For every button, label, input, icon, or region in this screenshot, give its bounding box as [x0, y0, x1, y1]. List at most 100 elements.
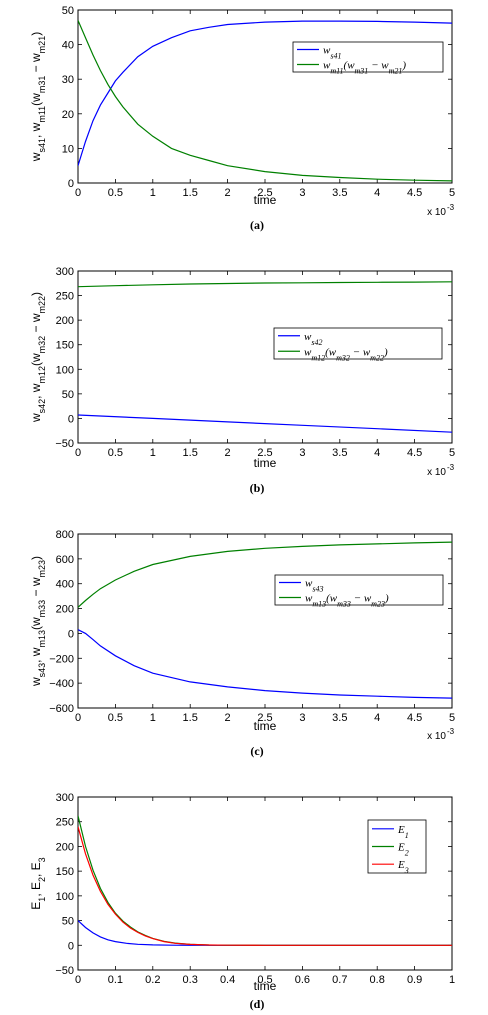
- y-tick-label: 40: [62, 40, 74, 52]
- x-tick-label: 0.4: [220, 974, 235, 986]
- x-tick-label: 0: [75, 447, 81, 459]
- y-axis-label: ws43, wm13(wm33 − wm23): [29, 556, 47, 687]
- x-tick-label: 0: [75, 187, 81, 199]
- label-text: − w: [368, 60, 389, 72]
- label-text: , E: [29, 882, 43, 897]
- y-tick-label: 10: [62, 143, 74, 155]
- legend-entry-1: ws43: [305, 578, 323, 594]
- y-tick-label: 50: [62, 916, 74, 928]
- x-tick-label: 4: [374, 712, 380, 724]
- series-line-2: [78, 541, 452, 608]
- x-tick-label: 0.6: [295, 974, 310, 986]
- y-tick-label: 150: [56, 866, 74, 878]
- series-line-3: [78, 826, 452, 946]
- y-tick-label: 20: [62, 109, 74, 121]
- subscript-text: m11: [37, 106, 47, 123]
- label-text: − w: [29, 53, 43, 76]
- label-text: ): [384, 593, 389, 605]
- label-text: E: [397, 842, 405, 854]
- x-tick-label: 0.7: [332, 974, 347, 986]
- label-text: (w: [29, 353, 43, 366]
- y-tick-label: 600: [56, 554, 74, 566]
- x-tick-label: 5: [449, 712, 455, 724]
- y-tick-label: 300: [56, 266, 74, 278]
- x-tick-label: 4.5: [407, 187, 422, 199]
- y-tick-label: −200: [49, 653, 74, 665]
- x-tick-label: 4.5: [407, 447, 422, 459]
- x-tick-label: 3.5: [332, 447, 347, 459]
- subscript-text: m33: [37, 600, 47, 618]
- subscript-text: s41: [37, 138, 47, 153]
- x-tick-label: 3: [299, 187, 305, 199]
- subscript-text: 2: [405, 848, 409, 857]
- label-text: ): [29, 32, 43, 36]
- subscript-text: m32: [336, 353, 350, 362]
- legend-box: [292, 41, 444, 73]
- subscript-text: m21: [37, 36, 47, 54]
- x-tick-label: 3: [299, 712, 305, 724]
- x-tick-label: 0.8: [370, 974, 385, 986]
- x-tick-label: 0: [75, 712, 81, 724]
- chart-panel-4: 0 0.1 0.2 0.3 0.4 0.5 0.6 0.7 0.8 0.9 1−5005010015…: [29, 792, 455, 1011]
- x-multiplier-exponent: -3: [447, 727, 455, 736]
- label-text: w: [305, 593, 313, 605]
- series-line-1: [78, 414, 452, 433]
- plot-area: [77, 533, 453, 709]
- legend-entry-2: wm13(wm33 − wm23): [305, 593, 389, 609]
- legend-entry-1: ws42: [304, 331, 322, 347]
- y-tick-label: 0: [68, 940, 74, 952]
- series-line-2: [78, 20, 452, 182]
- label-text: w: [29, 152, 43, 162]
- x-tick-label: 3: [299, 447, 305, 459]
- label-text: , E: [29, 862, 43, 877]
- subscript-text: s43: [312, 584, 323, 593]
- y-tick-label: 0: [68, 413, 74, 425]
- legend-box: [273, 327, 443, 360]
- panel-caption: (c): [250, 744, 263, 758]
- y-tick-label: 300: [56, 792, 74, 804]
- x-tick-label: 1.5: [183, 187, 198, 199]
- x-tick-label: 0.2: [145, 974, 160, 986]
- x-tick-label: 0.1: [108, 974, 123, 986]
- y-tick-label: 30: [62, 74, 74, 86]
- y-tick-label: −50: [55, 965, 74, 977]
- series-line-2: [78, 281, 452, 288]
- y-tick-label: 50: [62, 5, 74, 17]
- chart-panel-3: 0 0.5 1 1.5 2 2.5 3 3.5 4 4.5 5 −600 −400 −200 0 200 400…: [29, 529, 455, 758]
- y-tick-label: 200: [56, 315, 74, 327]
- label-text: w: [323, 60, 331, 72]
- label-text: E: [29, 902, 43, 910]
- x-tick-label: 0.9: [407, 974, 422, 986]
- x-tick-label: 0: [75, 974, 81, 986]
- x-tick-label: 1: [150, 447, 156, 459]
- x-axis-label: time: [254, 979, 277, 993]
- subscript-text: 3: [404, 866, 409, 875]
- label-text: − w: [350, 346, 371, 358]
- legend-entry-1: E1: [397, 824, 409, 840]
- subscript-text: 1: [405, 830, 409, 839]
- y-tick-label: 50: [62, 389, 74, 401]
- legend-entry-3: E3: [397, 859, 409, 875]
- x-tick-label: 4.5: [407, 712, 422, 724]
- subscript-text: m23: [371, 599, 385, 608]
- subscript-text: m31: [355, 66, 369, 75]
- x-tick-label: 1.5: [183, 447, 198, 459]
- label-text: w: [304, 331, 312, 343]
- label-text: − w: [29, 313, 43, 336]
- y-tick-label: −50: [55, 438, 74, 450]
- label-text: (w: [325, 346, 337, 358]
- subscript-text: s42: [311, 337, 322, 346]
- legend-entry-2: E2: [397, 842, 409, 858]
- x-tick-label: 2: [225, 712, 231, 724]
- x-tick-label: 1.5: [183, 712, 198, 724]
- subscript-text: m32: [37, 336, 47, 354]
- panel-caption: (a): [250, 218, 264, 232]
- label-text: w: [304, 346, 312, 358]
- x-tick-label: 2: [225, 187, 231, 199]
- subscript-text: 3: [37, 857, 47, 862]
- y-axis-label: E1, E2, E3: [29, 857, 47, 909]
